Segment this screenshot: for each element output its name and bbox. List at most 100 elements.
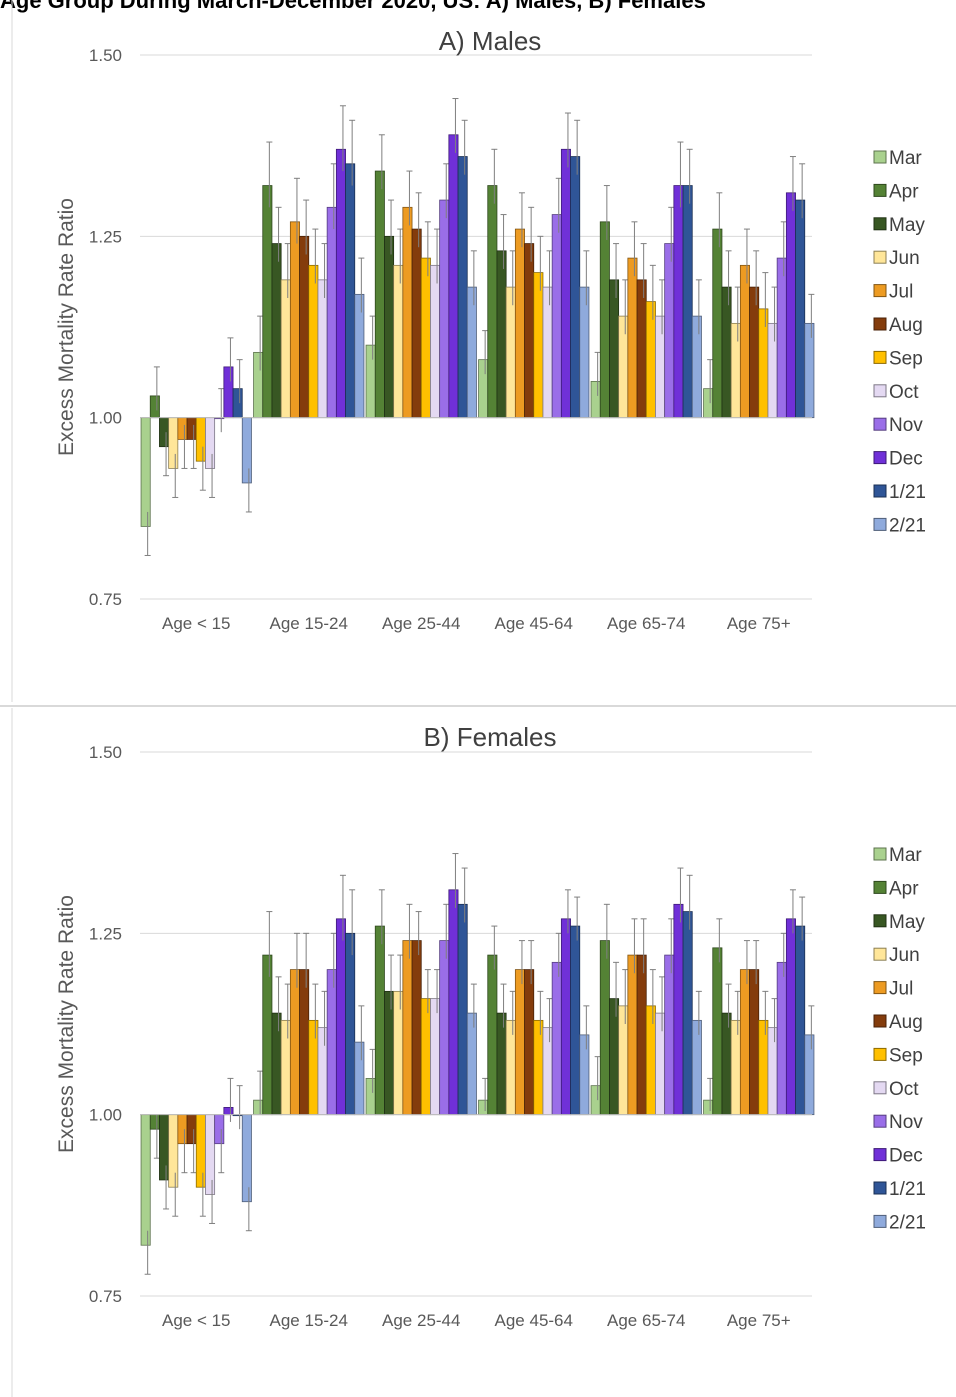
bar-2-21 — [804, 322, 815, 419]
chart-title: B) Females — [424, 722, 557, 752]
legend-swatch — [873, 1214, 887, 1228]
bar-Mar — [253, 351, 264, 419]
legend-swatch — [873, 183, 887, 197]
bar-Jun — [280, 1019, 291, 1116]
bar-Sep — [195, 417, 206, 462]
bar-Oct — [317, 1027, 328, 1116]
x-tick-label: Age 75+ — [727, 1311, 791, 1330]
bar-Jun — [730, 1019, 741, 1116]
bar-2-21 — [241, 1114, 252, 1203]
bar-Sep — [758, 1019, 769, 1116]
bar-Mar — [478, 359, 489, 419]
bar-1-21 — [345, 163, 356, 419]
legend-swatch — [873, 1114, 887, 1128]
legend-swatch — [873, 947, 887, 961]
bar-May — [384, 235, 395, 419]
bar-Sep — [645, 301, 656, 419]
bar-Dec — [223, 366, 234, 419]
legend-swatch — [873, 150, 887, 164]
bar-Apr — [262, 954, 273, 1116]
bar-Oct — [767, 322, 778, 419]
bar-2-21 — [691, 315, 702, 419]
bar-Nov — [551, 961, 562, 1116]
bar-Nov — [664, 243, 675, 419]
bar-Oct — [655, 1012, 666, 1116]
bar-Aug — [749, 286, 760, 419]
legend-label: Sep — [889, 348, 923, 369]
bar-Jul — [177, 417, 188, 440]
bar-Apr — [374, 170, 385, 419]
y-tick-label: 1.25 — [89, 924, 122, 943]
bar-Mar — [365, 1078, 376, 1116]
legend: Mar Apr May Jun Jul Aug Sep Oct Nov Dec 1/21 2/21 — [873, 148, 926, 536]
bar-Oct — [205, 1114, 216, 1195]
legend-swatch — [873, 350, 887, 364]
legend-label: Apr — [889, 181, 919, 202]
bar-1-21 — [345, 932, 356, 1116]
bar-2-21 — [691, 1019, 702, 1116]
bar-Jul — [627, 257, 638, 419]
bar-Sep — [533, 1019, 544, 1116]
bar-2-21 — [579, 286, 590, 419]
bar-May — [159, 1114, 170, 1181]
bar-Jul — [289, 969, 300, 1116]
x-tick-label: Age < 15 — [162, 614, 231, 633]
bar-Jul — [402, 206, 413, 419]
bar-Mar — [590, 380, 601, 419]
bar-Aug — [524, 969, 535, 1116]
legend-swatch — [873, 1014, 887, 1028]
bar-Jun — [618, 315, 629, 419]
bar-1-21 — [795, 199, 806, 419]
legend-swatch — [873, 1081, 887, 1095]
bar-Dec — [335, 918, 346, 1116]
bar-Jul — [177, 1114, 188, 1145]
legend-label: 1/21 — [889, 1179, 926, 1200]
bar-Oct — [542, 1027, 553, 1116]
bar-Oct — [430, 264, 441, 419]
x-tick-label: Age 25-44 — [382, 1311, 460, 1330]
legend-swatch — [873, 250, 887, 264]
bar-Nov — [439, 199, 450, 419]
x-tick-label: Age 75+ — [727, 614, 791, 633]
x-tick-label: Age 45-64 — [495, 1311, 573, 1330]
legend-label: Oct — [889, 382, 919, 403]
bar-Mar — [140, 1114, 151, 1246]
y-tick-label: 1.50 — [89, 743, 122, 762]
legend-label: Mar — [889, 845, 922, 866]
bar-Mar — [590, 1085, 601, 1116]
bar-Jun — [505, 1019, 516, 1116]
bar-Mar — [703, 388, 714, 419]
bar-Nov — [326, 969, 337, 1116]
bar-Jun — [393, 264, 404, 419]
bar-1-21 — [457, 156, 468, 419]
bar-Jul — [514, 969, 525, 1116]
legend-label: Apr — [889, 878, 919, 899]
bar-Mar — [365, 344, 376, 419]
legend-label: Jun — [889, 248, 920, 269]
legend-swatch — [873, 284, 887, 298]
chart-panel-males: 0.75 1.00 1.25 1.50 A) Males Excess Mortality… — [55, 26, 926, 633]
legend-label: Sep — [889, 1045, 923, 1066]
bar-Jul — [739, 264, 750, 419]
bar-Dec — [448, 889, 459, 1116]
bar-2-21 — [466, 286, 477, 419]
x-tick-label: Age 25-44 — [382, 614, 460, 633]
legend-swatch — [873, 847, 887, 861]
bar-2-21 — [804, 1034, 815, 1116]
bar-May — [721, 286, 732, 419]
bar-May — [721, 1012, 732, 1116]
bar-Sep — [533, 272, 544, 419]
legend-label: Mar — [889, 148, 922, 169]
bar-Nov — [776, 961, 787, 1116]
bar-Oct — [317, 279, 328, 419]
bar-Dec — [785, 192, 796, 419]
y-tick-label: 0.75 — [89, 1287, 122, 1306]
bar-May — [609, 279, 620, 419]
legend-swatch — [873, 484, 887, 498]
bar-Jun — [730, 322, 741, 419]
bar-Apr — [712, 947, 723, 1116]
bar-Jul — [289, 221, 300, 419]
bar-Mar — [703, 1099, 714, 1116]
bar-Apr — [599, 940, 610, 1116]
bar-Jun — [168, 1114, 179, 1188]
